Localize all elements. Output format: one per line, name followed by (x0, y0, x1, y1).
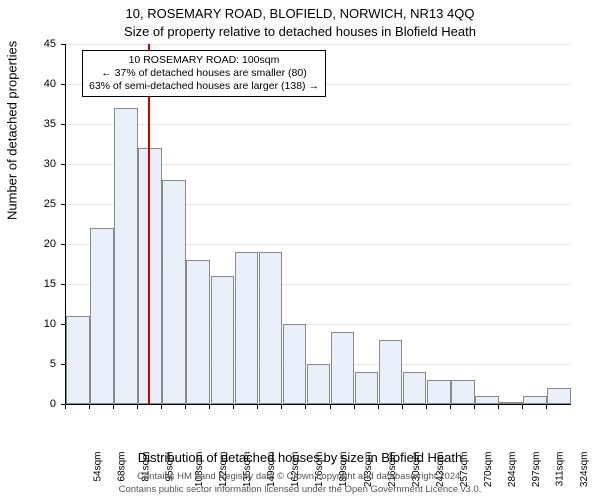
xtick-mark (209, 404, 210, 409)
xtick-mark (354, 404, 355, 409)
ytick-label: 20 (44, 238, 56, 250)
xtick-mark (546, 404, 547, 409)
histogram-bar (259, 252, 283, 404)
histogram-bar (283, 324, 307, 404)
x-tick-area: 54sqm68sqm81sqm95sqm108sqm122sqm135sqm14… (65, 404, 570, 454)
ytick-label: 45 (44, 38, 56, 50)
xtick-mark (426, 404, 427, 409)
xtick-mark (450, 404, 451, 409)
xtick-mark (65, 404, 66, 409)
histogram-bar (307, 364, 331, 404)
annotation-line2: ← 37% of detached houses are smaller (80… (89, 67, 319, 80)
ytick-label: 40 (44, 78, 56, 90)
ytick-mark (61, 124, 66, 125)
ytick-label: 5 (50, 358, 56, 370)
ytick-mark (61, 204, 66, 205)
annotation-box: 10 ROSEMARY ROAD: 100sqm ← 37% of detach… (82, 50, 326, 97)
annotation-line1: 10 ROSEMARY ROAD: 100sqm (89, 54, 319, 67)
ytick-mark (61, 164, 66, 165)
histogram-bar (475, 396, 499, 404)
xtick-mark (281, 404, 282, 409)
chart-container: 10, ROSEMARY ROAD, BLOFIELD, NORWICH, NR… (0, 0, 600, 500)
xtick-mark (233, 404, 234, 409)
gridline-h (66, 44, 571, 45)
annotation-line3: 63% of semi-detached houses are larger (… (89, 80, 319, 93)
xtick-mark (474, 404, 475, 409)
xtick-mark (113, 404, 114, 409)
histogram-bar (547, 388, 571, 404)
plot-area: 10 ROSEMARY ROAD: 100sqm ← 37% of detach… (65, 44, 571, 405)
histogram-bar (66, 316, 90, 404)
xtick-mark (89, 404, 90, 409)
ytick-label: 35 (44, 118, 56, 130)
y-tick-labels: 051015202530354045 (0, 44, 60, 404)
histogram-bar (523, 396, 547, 404)
chart-title-line2: Size of property relative to detached ho… (0, 24, 600, 39)
x-axis-label: Distribution of detached houses by size … (0, 450, 600, 465)
ytick-label: 15 (44, 278, 56, 290)
ytick-label: 0 (50, 398, 56, 410)
xtick-mark (137, 404, 138, 409)
xtick-mark (185, 404, 186, 409)
histogram-bar (427, 380, 451, 404)
ytick-mark (61, 244, 66, 245)
histogram-bar (186, 260, 210, 404)
xtick-mark (402, 404, 403, 409)
histogram-bar (235, 252, 259, 404)
gridline-h (66, 124, 571, 125)
histogram-bar (451, 380, 475, 404)
footer-line2: Contains public sector information licen… (0, 484, 600, 495)
histogram-bar (114, 108, 138, 404)
histogram-bar (331, 332, 355, 404)
xtick-mark (257, 404, 258, 409)
reference-line (148, 44, 150, 404)
xtick-mark (305, 404, 306, 409)
xtick-mark (161, 404, 162, 409)
xtick-mark (498, 404, 499, 409)
histogram-bar (162, 180, 186, 404)
histogram-bar (403, 372, 427, 404)
histogram-bar (355, 372, 379, 404)
xtick-mark (522, 404, 523, 409)
xtick-mark (330, 404, 331, 409)
ytick-label: 30 (44, 158, 56, 170)
ytick-label: 10 (44, 318, 56, 330)
ytick-mark (61, 44, 66, 45)
chart-title-line1: 10, ROSEMARY ROAD, BLOFIELD, NORWICH, NR… (0, 6, 600, 21)
histogram-bar (379, 340, 403, 404)
ytick-mark (61, 84, 66, 85)
xtick-mark (378, 404, 379, 409)
histogram-bar (211, 276, 235, 404)
footer-line1: Contains HM Land Registry data © Crown c… (0, 471, 600, 482)
histogram-bar (90, 228, 114, 404)
ytick-mark (61, 284, 66, 285)
ytick-label: 25 (44, 198, 56, 210)
